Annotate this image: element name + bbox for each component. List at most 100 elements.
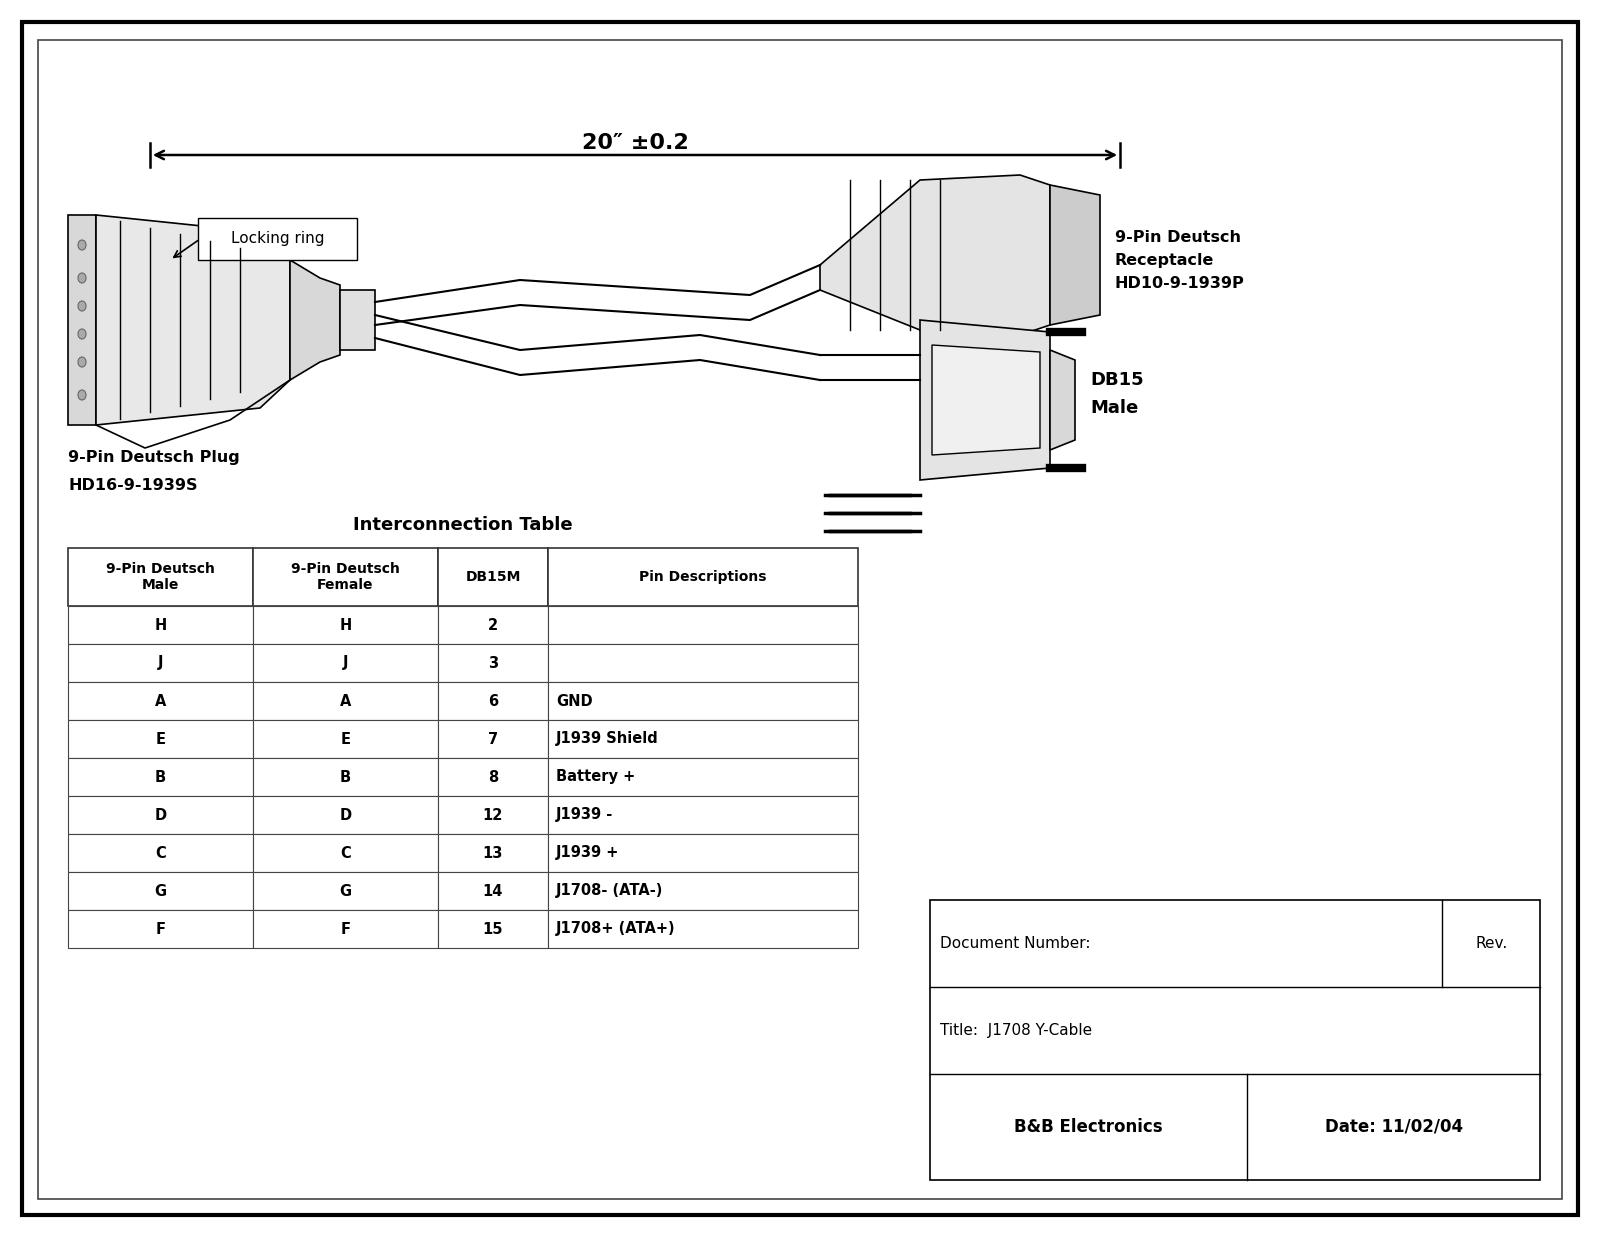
Text: Document Number:: Document Number: xyxy=(941,936,1091,951)
Polygon shape xyxy=(819,174,1050,335)
Polygon shape xyxy=(1050,350,1075,450)
Ellipse shape xyxy=(78,240,86,250)
Text: G: G xyxy=(155,883,166,898)
Text: 9-Pin Deutsch
Male: 9-Pin Deutsch Male xyxy=(106,562,214,593)
Text: F: F xyxy=(341,922,350,936)
Bar xyxy=(438,682,547,720)
Text: DB15: DB15 xyxy=(1090,371,1144,388)
Text: 13: 13 xyxy=(483,846,502,861)
Bar xyxy=(547,910,858,948)
Text: 3: 3 xyxy=(488,656,498,670)
Text: J1708- (ATA-): J1708- (ATA-) xyxy=(557,883,664,898)
Bar xyxy=(67,758,253,795)
Bar xyxy=(67,215,96,426)
Text: J: J xyxy=(158,656,163,670)
FancyBboxPatch shape xyxy=(198,218,357,260)
Bar xyxy=(438,720,547,758)
Text: Interconnection Table: Interconnection Table xyxy=(354,516,573,534)
Bar xyxy=(253,834,438,872)
Text: Male: Male xyxy=(1090,400,1138,417)
Text: F: F xyxy=(155,922,165,936)
Text: J1939 +: J1939 + xyxy=(557,846,619,861)
Text: J: J xyxy=(342,656,349,670)
Text: A: A xyxy=(155,694,166,709)
Bar xyxy=(67,872,253,910)
Text: B&B Electronics: B&B Electronics xyxy=(1014,1118,1163,1136)
Text: 9-Pin Deutsch
Female: 9-Pin Deutsch Female xyxy=(291,562,400,593)
Ellipse shape xyxy=(78,357,86,367)
Bar xyxy=(253,795,438,834)
Bar xyxy=(438,606,547,644)
Text: J1939 Shield: J1939 Shield xyxy=(557,731,659,746)
Ellipse shape xyxy=(78,301,86,310)
Bar xyxy=(253,548,438,606)
Text: E: E xyxy=(341,731,350,746)
Text: Date: 11/02/04: Date: 11/02/04 xyxy=(1325,1118,1462,1136)
Text: 7: 7 xyxy=(488,731,498,746)
Bar xyxy=(67,682,253,720)
Text: HD10-9-1939P: HD10-9-1939P xyxy=(1115,276,1245,291)
Text: H: H xyxy=(154,617,166,632)
Text: 14: 14 xyxy=(483,883,502,898)
Bar xyxy=(547,834,858,872)
Bar xyxy=(547,606,858,644)
Bar xyxy=(547,758,858,795)
Text: 2: 2 xyxy=(488,617,498,632)
Polygon shape xyxy=(290,260,339,380)
Bar xyxy=(547,720,858,758)
Text: D: D xyxy=(155,808,166,823)
Polygon shape xyxy=(1050,186,1101,325)
Polygon shape xyxy=(96,215,290,426)
Bar xyxy=(253,720,438,758)
Bar xyxy=(547,644,858,682)
Text: C: C xyxy=(341,846,350,861)
Text: B: B xyxy=(339,769,350,784)
Bar xyxy=(67,910,253,948)
Ellipse shape xyxy=(78,390,86,400)
Text: Rev.: Rev. xyxy=(1475,936,1507,951)
Bar xyxy=(67,548,253,606)
Bar xyxy=(547,795,858,834)
Polygon shape xyxy=(920,320,1050,480)
Bar xyxy=(438,758,547,795)
Bar xyxy=(547,872,858,910)
Bar xyxy=(438,910,547,948)
Bar xyxy=(253,910,438,948)
Text: 9-Pin Deutsch: 9-Pin Deutsch xyxy=(1115,230,1242,245)
Bar xyxy=(253,644,438,682)
Bar xyxy=(438,644,547,682)
Text: HD16-9-1939S: HD16-9-1939S xyxy=(67,477,197,494)
Bar xyxy=(438,548,547,606)
Text: DB15M: DB15M xyxy=(466,570,520,584)
Ellipse shape xyxy=(78,329,86,339)
Text: 9-Pin Deutsch Plug: 9-Pin Deutsch Plug xyxy=(67,450,240,465)
Bar xyxy=(547,682,858,720)
Bar xyxy=(438,872,547,910)
Text: D: D xyxy=(339,808,352,823)
Bar xyxy=(253,872,438,910)
Polygon shape xyxy=(339,289,374,350)
Text: J1708+ (ATA+): J1708+ (ATA+) xyxy=(557,922,675,936)
Bar xyxy=(930,901,1539,1180)
Text: Title:  J1708 Y-Cable: Title: J1708 Y-Cable xyxy=(941,1023,1093,1038)
Bar xyxy=(67,834,253,872)
Text: Receptacle: Receptacle xyxy=(1115,252,1214,267)
Bar xyxy=(67,644,253,682)
Bar xyxy=(67,720,253,758)
Polygon shape xyxy=(931,345,1040,455)
Text: 12: 12 xyxy=(483,808,502,823)
Bar xyxy=(67,606,253,644)
Text: A: A xyxy=(339,694,350,709)
Bar xyxy=(253,758,438,795)
Text: 15: 15 xyxy=(483,922,504,936)
Text: 6: 6 xyxy=(488,694,498,709)
Bar xyxy=(253,606,438,644)
Text: J1939 -: J1939 - xyxy=(557,808,613,823)
Text: B: B xyxy=(155,769,166,784)
Text: 20″ ±0.2: 20″ ±0.2 xyxy=(582,134,688,153)
Text: Pin Descriptions: Pin Descriptions xyxy=(640,570,766,584)
Text: C: C xyxy=(155,846,166,861)
Text: Locking ring: Locking ring xyxy=(230,231,325,246)
Text: H: H xyxy=(339,617,352,632)
Text: Battery +: Battery + xyxy=(557,769,635,784)
